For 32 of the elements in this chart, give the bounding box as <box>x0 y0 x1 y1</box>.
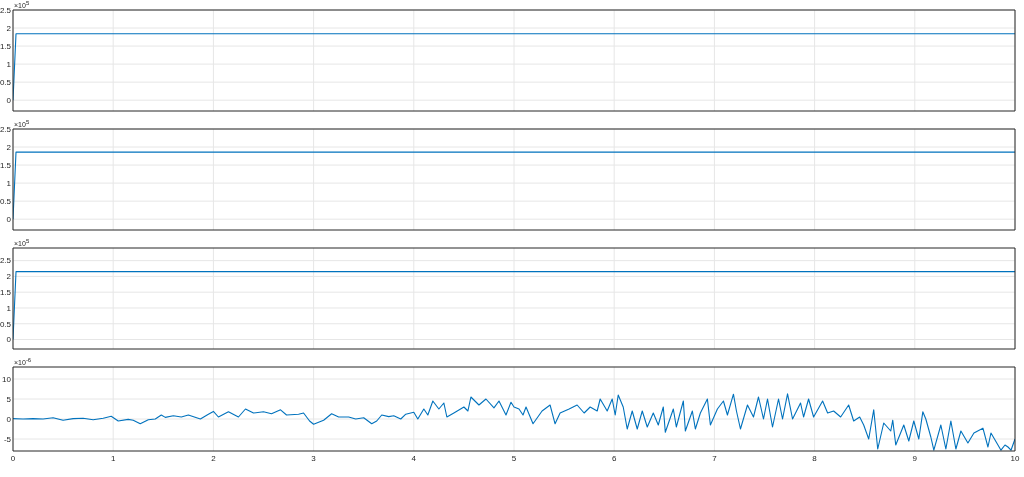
y-tick-label: 2.5 <box>0 5 12 15</box>
y-tick-label: 2 <box>6 142 12 152</box>
x-tick-label: 10 <box>1010 453 1020 463</box>
x-tick-label: 4 <box>411 453 417 463</box>
y-tick-label: 0 <box>6 215 12 225</box>
y-tick-label: 0.5 <box>0 196 12 206</box>
y-tick-label: -5 <box>3 434 12 444</box>
y-tick-label: 2.5 <box>0 124 12 134</box>
y-tick-label: 10 <box>2 374 12 384</box>
x-tick-label: 7 <box>712 453 718 463</box>
x-tick-label: 9 <box>912 453 918 463</box>
y-tick-label: 1.5 <box>0 41 12 51</box>
y-tick-label: 0 <box>6 96 12 106</box>
y-tick-label: 0 <box>6 335 12 345</box>
y-tick-label: 1 <box>6 178 12 188</box>
x-tick-label: 1 <box>110 453 116 463</box>
x-tick-label: 6 <box>611 453 617 463</box>
y-tick-label: 1.5 <box>0 288 12 298</box>
y-tick-label: 1 <box>6 59 12 69</box>
y-tick-label: 1.5 <box>0 160 12 170</box>
x-tick-label: 8 <box>812 453 818 463</box>
y-tick-label: 0.5 <box>0 319 12 329</box>
y-tick-label: 0 <box>6 414 12 424</box>
y-tick-label: 0.5 <box>0 77 12 87</box>
y-tick-label: 2 <box>6 23 12 33</box>
y-tick-label: 2 <box>6 272 12 282</box>
y-tick-label: 5 <box>6 394 12 404</box>
y-tick-label: 2.5 <box>0 256 12 266</box>
y-tick-label: 1 <box>6 303 12 313</box>
x-tick-label: 3 <box>311 453 317 463</box>
x-tick-label: 2 <box>211 453 217 463</box>
x-tick-label: 5 <box>511 453 517 463</box>
